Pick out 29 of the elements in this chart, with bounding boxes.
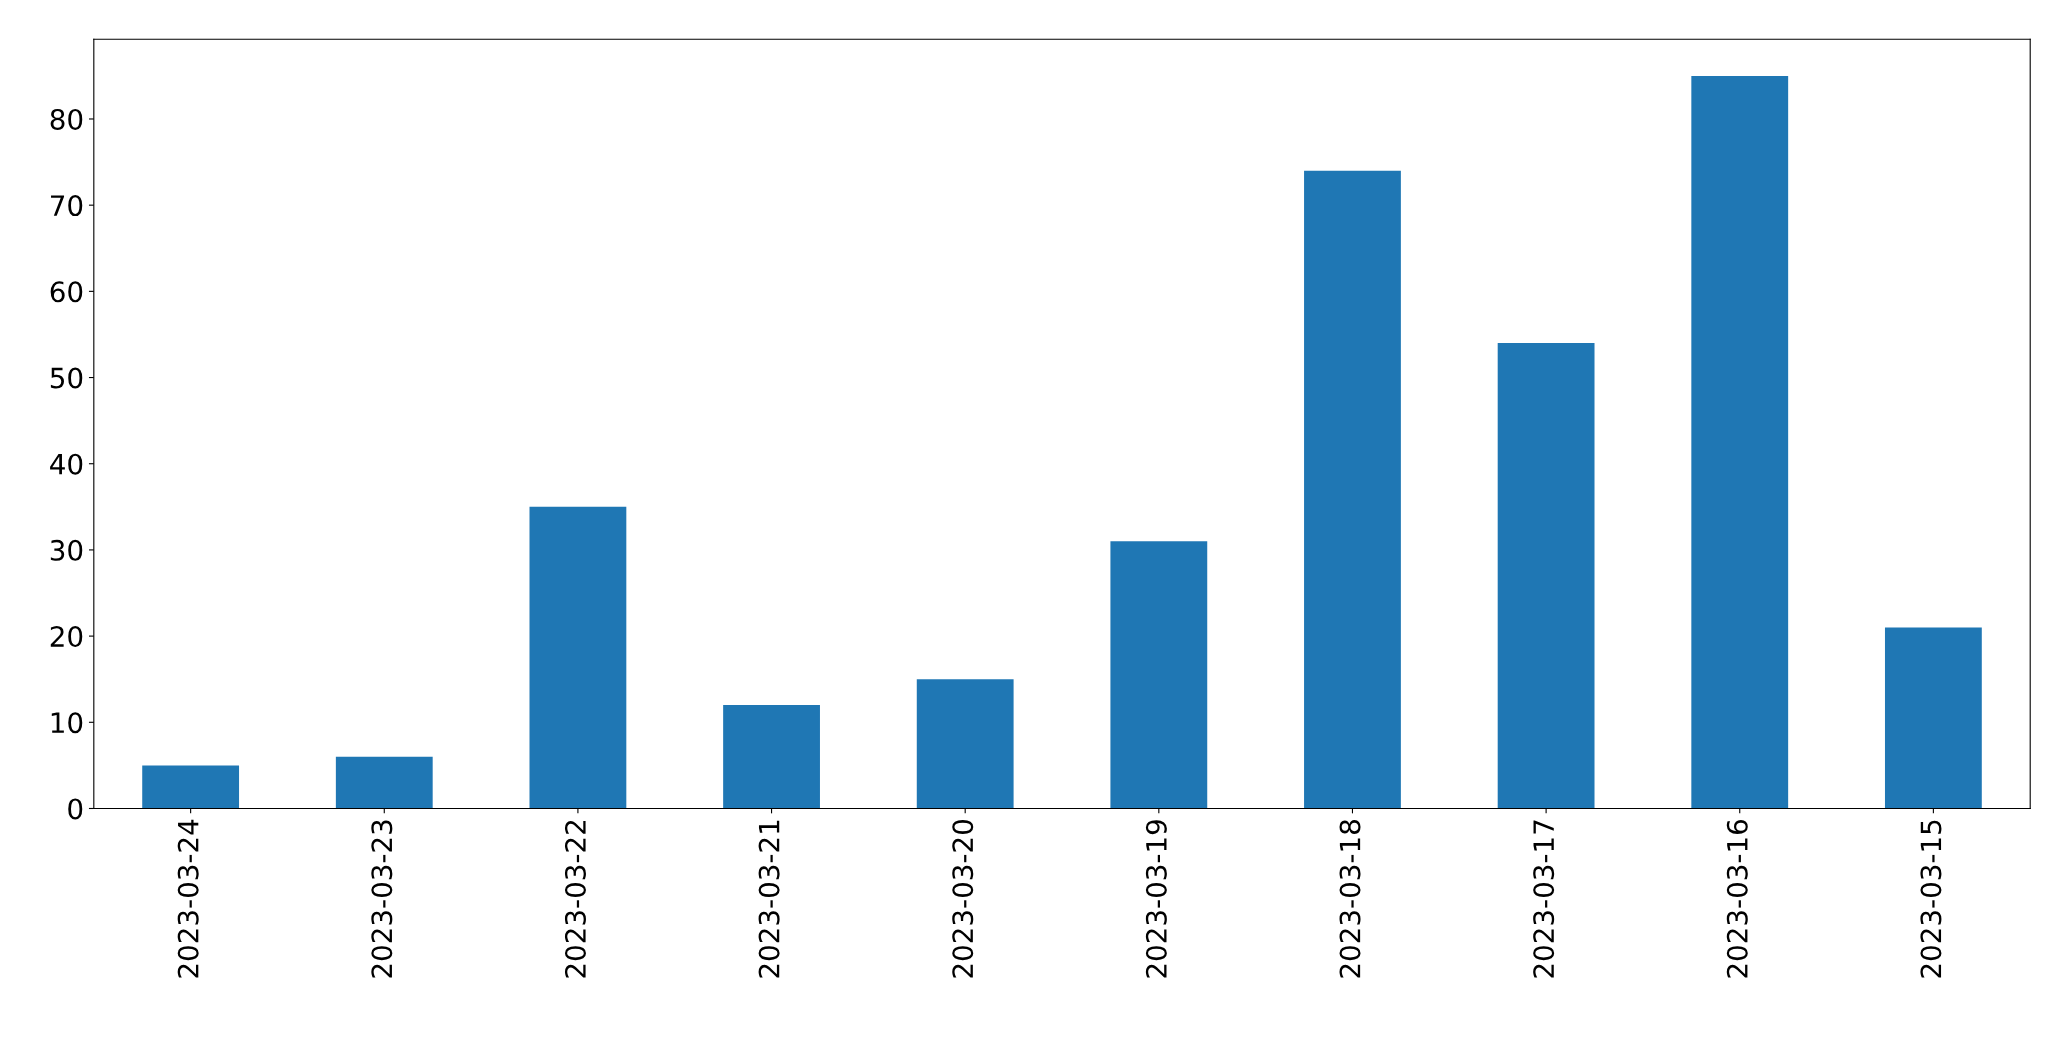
bar — [142, 765, 240, 809]
bar — [1691, 75, 1789, 809]
bar — [916, 679, 1014, 809]
y-tick-label: 60 — [50, 281, 83, 303]
y-tick-label: 0 — [68, 798, 83, 820]
x-tick-label: 2023-03-16 — [1726, 819, 1748, 978]
x-tick-label: 2023-03-19 — [1145, 820, 1167, 978]
y-tick-label: 10 — [51, 712, 83, 734]
x-tick-label: 2023-03-17 — [1533, 820, 1555, 978]
bar — [335, 756, 433, 809]
bar — [1110, 541, 1208, 809]
y-tick-label: 40 — [50, 453, 83, 475]
x-tick-label: 2023-03-15 — [1920, 820, 1942, 978]
y-tick-label: 70 — [51, 195, 83, 217]
y-tick-label: 50 — [50, 367, 83, 389]
bar — [529, 506, 627, 809]
bar — [1497, 343, 1595, 809]
x-tick-label: 2023-03-21 — [758, 820, 780, 978]
bar — [1304, 170, 1401, 809]
y-tick-label: 20 — [50, 626, 83, 648]
x-tick-label: 2023-03-23 — [371, 820, 393, 978]
x-tick-label: 2023-03-22 — [564, 820, 586, 978]
x-tick-label: 2023-03-18 — [1339, 820, 1361, 978]
y-tick-label: 80 — [50, 108, 83, 130]
bar — [723, 705, 820, 809]
x-tick-label: 2023-03-24 — [177, 819, 199, 978]
bar — [1884, 627, 1982, 809]
y-tick-label: 30 — [50, 539, 83, 561]
x-tick-label: 2023-03-20 — [952, 820, 974, 978]
